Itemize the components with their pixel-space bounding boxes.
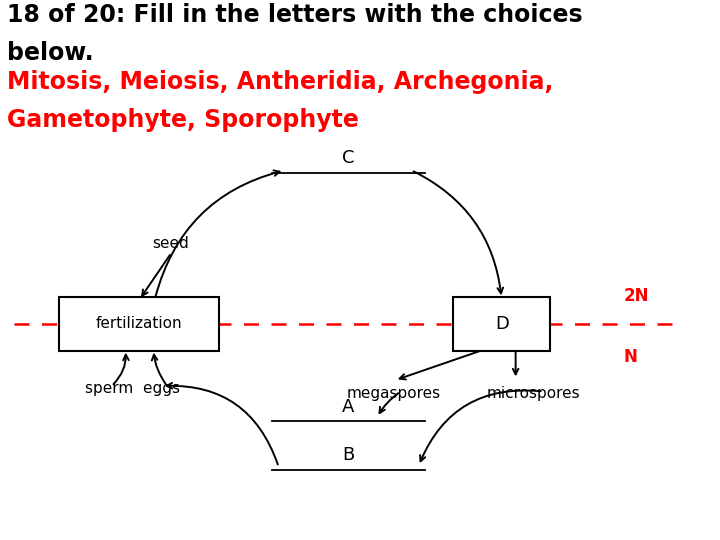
Text: megaspores: megaspores — [346, 386, 441, 401]
Text: D: D — [495, 315, 508, 333]
FancyBboxPatch shape — [59, 297, 220, 351]
Text: seed: seed — [153, 236, 189, 251]
Text: A: A — [342, 398, 354, 416]
FancyBboxPatch shape — [453, 297, 551, 351]
Text: below.: below. — [7, 40, 94, 64]
Text: fertilization: fertilization — [96, 316, 183, 332]
Text: Mitosis, Meiosis, Antheridia, Archegonia,: Mitosis, Meiosis, Antheridia, Archegonia… — [7, 70, 554, 94]
Text: B: B — [342, 447, 354, 464]
Text: C: C — [342, 150, 355, 167]
Text: microspores: microspores — [486, 386, 580, 401]
Text: Gametophyte, Sporophyte: Gametophyte, Sporophyte — [7, 108, 359, 132]
Text: sperm  eggs: sperm eggs — [85, 381, 180, 396]
Text: 18 of 20: Fill in the letters with the choices: 18 of 20: Fill in the letters with the c… — [7, 3, 582, 26]
Text: N: N — [624, 348, 637, 366]
Text: 2N: 2N — [624, 287, 649, 305]
